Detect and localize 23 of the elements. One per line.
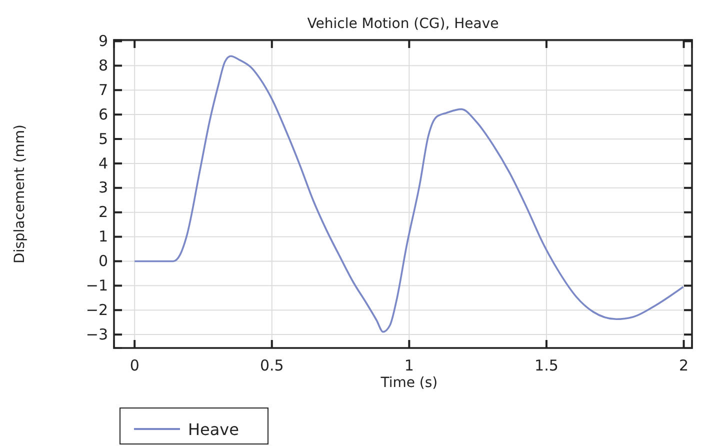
chart-title: Vehicle Motion (CG), Heave [307, 16, 499, 32]
y-tick-label: 0 [98, 252, 108, 270]
legend-label: Heave [188, 420, 239, 439]
y-tick-label: 2 [98, 203, 108, 222]
y-tick-label: 9 [98, 32, 108, 50]
line-series [134, 55, 684, 333]
y-tick-label: −1 [86, 276, 108, 294]
y-tick-label: −2 [86, 300, 108, 319]
y-tick-label: 1 [98, 228, 108, 246]
x-tick-label: 1.5 [534, 356, 558, 375]
y-tick-label: 8 [98, 56, 108, 74]
y-tick-label: −3 [86, 325, 108, 344]
x-tick-label: 0 [130, 356, 140, 375]
x-tick-label: 1 [404, 356, 414, 375]
y-tick-label: 7 [98, 80, 108, 99]
y-axis-title: Displacement (mm) [12, 124, 28, 264]
y-tick-label: 5 [98, 130, 108, 148]
y-tick-label: 6 [98, 105, 108, 124]
y-tick-label: 4 [98, 154, 108, 172]
x-tick-label: 0.5 [260, 356, 284, 375]
y-tick-label: 3 [98, 178, 108, 197]
x-tick-label: 2 [678, 356, 689, 375]
x-axis-title: Time (s) [380, 375, 438, 391]
